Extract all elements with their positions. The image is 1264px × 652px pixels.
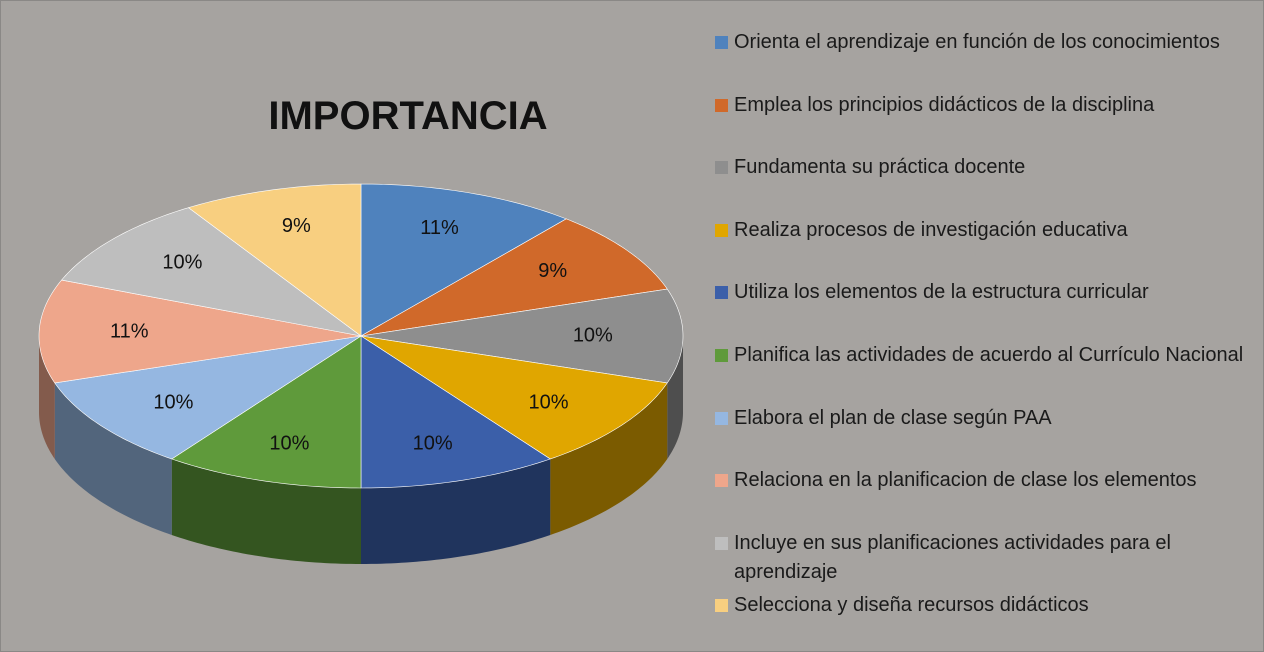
data-label: 11%	[420, 217, 459, 239]
legend-swatch	[715, 161, 728, 175]
legend-swatch	[715, 599, 728, 613]
slice-side	[39, 336, 55, 459]
chart-title: IMPORTANCIA	[268, 94, 547, 138]
legend-swatch	[715, 286, 728, 300]
legend-entry: Elabora el plan de clase según PAA	[713, 404, 1253, 433]
legend-label: Emplea los principios didácticos de la d…	[734, 93, 1155, 116]
legend-label: Incluye en sus planificaciones actividad…	[734, 531, 1171, 583]
data-label: 10%	[573, 324, 613, 346]
legend-entry: Emplea los principios didácticos de la d…	[713, 91, 1253, 120]
data-label: 10%	[529, 391, 569, 413]
legend-label: Selecciona y diseña recursos didácticos	[734, 594, 1089, 617]
legend-entry: Fundamenta su práctica docente	[713, 153, 1253, 182]
legend-entry: Selecciona y diseña recursos didácticos	[713, 591, 1253, 620]
data-label: 10%	[269, 433, 309, 455]
slice	[187, 183, 362, 337]
slice	[360, 335, 551, 489]
data-label: 10%	[413, 433, 453, 455]
legend-entry: Relaciona en la planificacion de clase l…	[713, 466, 1253, 495]
legend-entry: Realiza procesos de investigación educat…	[713, 216, 1253, 245]
legend-label: Relaciona en la planificacion de clase l…	[734, 469, 1197, 492]
slice	[360, 288, 684, 384]
legend-label: Orienta el aprendizaje en función de los…	[734, 31, 1220, 53]
legend-entry: Planifica las actividades de acuerdo al …	[713, 341, 1253, 370]
data-label: 10%	[162, 252, 202, 274]
legend-label: Elabora el plan de clase según PAA	[734, 406, 1052, 429]
legend-entry: Orienta el aprendizaje en función de los…	[713, 28, 1253, 57]
legend-entry: Incluye en sus planificaciones actividad…	[713, 529, 1253, 587]
slice	[171, 335, 362, 489]
legend-swatch	[715, 98, 728, 112]
legend-swatch	[715, 349, 728, 362]
slice	[54, 335, 362, 460]
slice	[38, 279, 362, 384]
legend-swatch	[715, 36, 728, 49]
slice	[360, 218, 668, 337]
slice	[360, 335, 668, 460]
data-label: 9%	[538, 260, 567, 282]
legend-label: Utiliza los elementos de la estructura c…	[734, 281, 1149, 304]
legend-swatch	[715, 474, 728, 488]
slice	[360, 183, 567, 337]
legend-entry: Utiliza los elementos de la estructura c…	[713, 278, 1253, 307]
legend-swatch	[715, 536, 728, 550]
legend-label: Planifica las actividades de acuerdo al …	[734, 344, 1244, 366]
data-label: 9%	[282, 215, 311, 237]
slice	[61, 207, 362, 337]
slice-side	[550, 382, 668, 535]
legend-swatch	[715, 411, 728, 425]
slice-side	[361, 458, 551, 564]
slice-side	[667, 336, 683, 459]
slice-side	[171, 458, 361, 564]
slice-side	[54, 382, 172, 535]
data-label: 11%	[110, 321, 149, 343]
legend-label: Realiza procesos de investigación educat…	[734, 218, 1128, 241]
data-label: 10%	[153, 391, 193, 413]
legend-label: Fundamenta su práctica docente	[734, 156, 1026, 179]
legend-swatch	[715, 223, 728, 237]
